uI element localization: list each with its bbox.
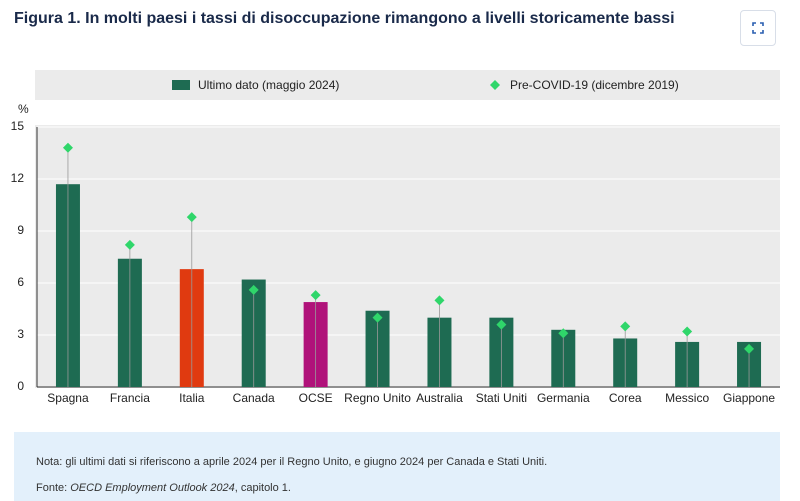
y-tick-label: 0 <box>17 379 24 393</box>
x-tick-label: Giappone <box>723 391 775 405</box>
source-suffix: , capitolo 1. <box>234 482 291 494</box>
source-prefix: Fonte: <box>36 482 71 494</box>
marker <box>310 290 321 301</box>
expand-button[interactable] <box>740 10 776 46</box>
marker <box>620 321 631 332</box>
legend-label: Ultimo dato (maggio 2024) <box>198 78 339 92</box>
source-title: OECD Employment Outlook 2024 <box>70 482 235 494</box>
marker <box>558 328 569 339</box>
chart-title: Figura 1. In molti paesi i tassi di diso… <box>14 10 675 27</box>
marker <box>372 312 383 323</box>
x-tick-label: Regno Unito <box>344 391 411 405</box>
y-tick-label: 3 <box>17 327 24 341</box>
x-tick-label: Corea <box>609 391 642 405</box>
plot-background <box>35 125 780 388</box>
marker <box>744 343 755 354</box>
chart: % 0 3 6 9 12 15 Ultimo dato (maggio 2024) Pre-C… <box>11 70 780 405</box>
x-tick-label: Canada <box>233 391 275 405</box>
x-tick-label: Germania <box>537 391 590 405</box>
x-tick-label: Spagna <box>47 391 89 405</box>
marker <box>496 319 507 330</box>
x-tick-label: Messico <box>665 391 709 405</box>
legend-background <box>35 70 780 100</box>
marker <box>62 142 73 153</box>
x-tick-label: OCSE <box>299 391 333 405</box>
notes: Nota: gli ultimi dati si riferiscono a a… <box>14 432 780 501</box>
y-tick-label: 9 <box>17 223 24 237</box>
legend-swatch <box>172 80 190 90</box>
x-tick-label: Australia <box>416 391 463 405</box>
expand-icon <box>752 22 764 34</box>
y-tick-label: 6 <box>17 275 24 289</box>
y-tick-label: 12 <box>11 171 25 185</box>
y-axis-unit: % <box>18 102 29 116</box>
y-tick-label: 15 <box>11 119 25 133</box>
x-tick-label: Italia <box>179 391 205 405</box>
x-tick-label: Stati Uniti <box>476 391 527 405</box>
marker <box>434 295 445 306</box>
marker <box>124 239 135 250</box>
note: Nota: gli ultimi dati si riferiscono a a… <box>36 456 548 468</box>
legend-marker <box>490 80 500 90</box>
marker <box>682 326 693 337</box>
source: Fonte: OECD Employment Outlook 2024, cap… <box>36 482 780 494</box>
marker <box>248 284 259 295</box>
marker <box>186 212 197 223</box>
legend-label: Pre-COVID-19 (dicembre 2019) <box>510 78 679 92</box>
x-tick-label: Francia <box>110 391 150 405</box>
